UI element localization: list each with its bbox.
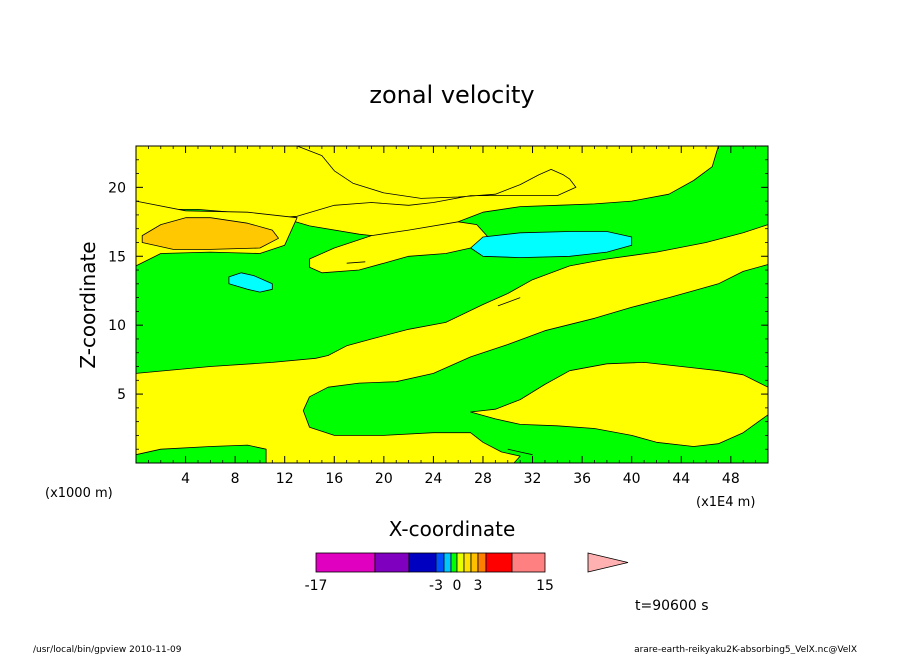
colorbar-segment-10 <box>485 552 513 573</box>
colorbar-segment-5 <box>450 552 458 573</box>
chart-title: zonal velocity <box>369 81 534 109</box>
x-tick-label-16: 16 <box>325 471 343 487</box>
colorbar-label-3: 3 <box>474 578 483 594</box>
x-axis-label: X-coordinate <box>389 517 516 541</box>
x-tick-label-28: 28 <box>474 471 492 487</box>
x-axis-ticks: 4 8 12 16 20 24 28 32 36 40 44 48 <box>147 146 757 487</box>
contour-line-2 <box>507 448 533 456</box>
x-tick-label-40: 40 <box>623 471 641 487</box>
plot-area <box>135 145 769 464</box>
x-tick-label-20: 20 <box>375 471 393 487</box>
contour-line-0 <box>346 261 366 264</box>
x-tick-label-44: 44 <box>672 471 690 487</box>
y-axis-ticks: 5 10 15 20 <box>108 159 768 450</box>
colorbar-segment-6 <box>456 552 465 573</box>
colorbar-label-2: 0 <box>453 578 462 594</box>
colorbar-arrow <box>587 552 629 573</box>
colorbar-segment-7 <box>463 552 472 573</box>
contour-line-1 <box>497 297 521 307</box>
y-tick-label-10: 10 <box>108 318 126 334</box>
x-scale-note: (x1E4 m) <box>696 495 755 510</box>
colorbar-segment-0 <box>315 552 376 573</box>
x-tick-label-48: 48 <box>722 471 740 487</box>
colorbar-segment-3 <box>435 552 445 573</box>
colorbar-segment-9 <box>477 552 487 573</box>
colorbar-segment-1 <box>374 552 410 573</box>
x-tick-label-8: 8 <box>231 471 240 487</box>
x-tick-label-12: 12 <box>276 471 294 487</box>
colorbar-label-1: -3 <box>429 578 443 594</box>
contour-region-4 <box>309 221 490 274</box>
contour-lines <box>346 261 533 456</box>
contour-region-7 <box>470 231 633 259</box>
y-tick-label-20: 20 <box>108 180 126 196</box>
x-tick-label-32: 32 <box>524 471 542 487</box>
contour-region-8 <box>228 272 273 293</box>
colorbar-label-0: -17 <box>305 578 328 594</box>
contour-regions <box>135 145 769 464</box>
colorbar-segment-11 <box>511 552 546 573</box>
footer-right: arare-earth-reikyaku2K-absorbing5_VelX.n… <box>634 645 857 654</box>
colorbar-segment-2 <box>408 552 437 573</box>
time-annotation: t=90600 s <box>635 598 709 614</box>
contour-region-6 <box>141 217 279 250</box>
x-tick-label-24: 24 <box>424 471 442 487</box>
plot-frame <box>135 145 769 464</box>
colorbar-segment-4 <box>443 552 452 573</box>
colorbar: -17 -3 0 3 15 <box>305 552 629 594</box>
colorbar-label-4: 15 <box>536 578 554 594</box>
y-scale-note: (x1000 m) <box>45 486 113 501</box>
x-tick-label-36: 36 <box>573 471 591 487</box>
x-tick-label-4: 4 <box>181 471 190 487</box>
colorbar-segment-8 <box>470 552 479 573</box>
y-axis-label: Z-coordinate <box>76 241 100 368</box>
y-tick-label-15: 15 <box>108 249 126 265</box>
y-tick-label-5: 5 <box>117 387 126 403</box>
footer-left: /usr/local/bin/gpview 2010-11-09 <box>33 645 182 654</box>
